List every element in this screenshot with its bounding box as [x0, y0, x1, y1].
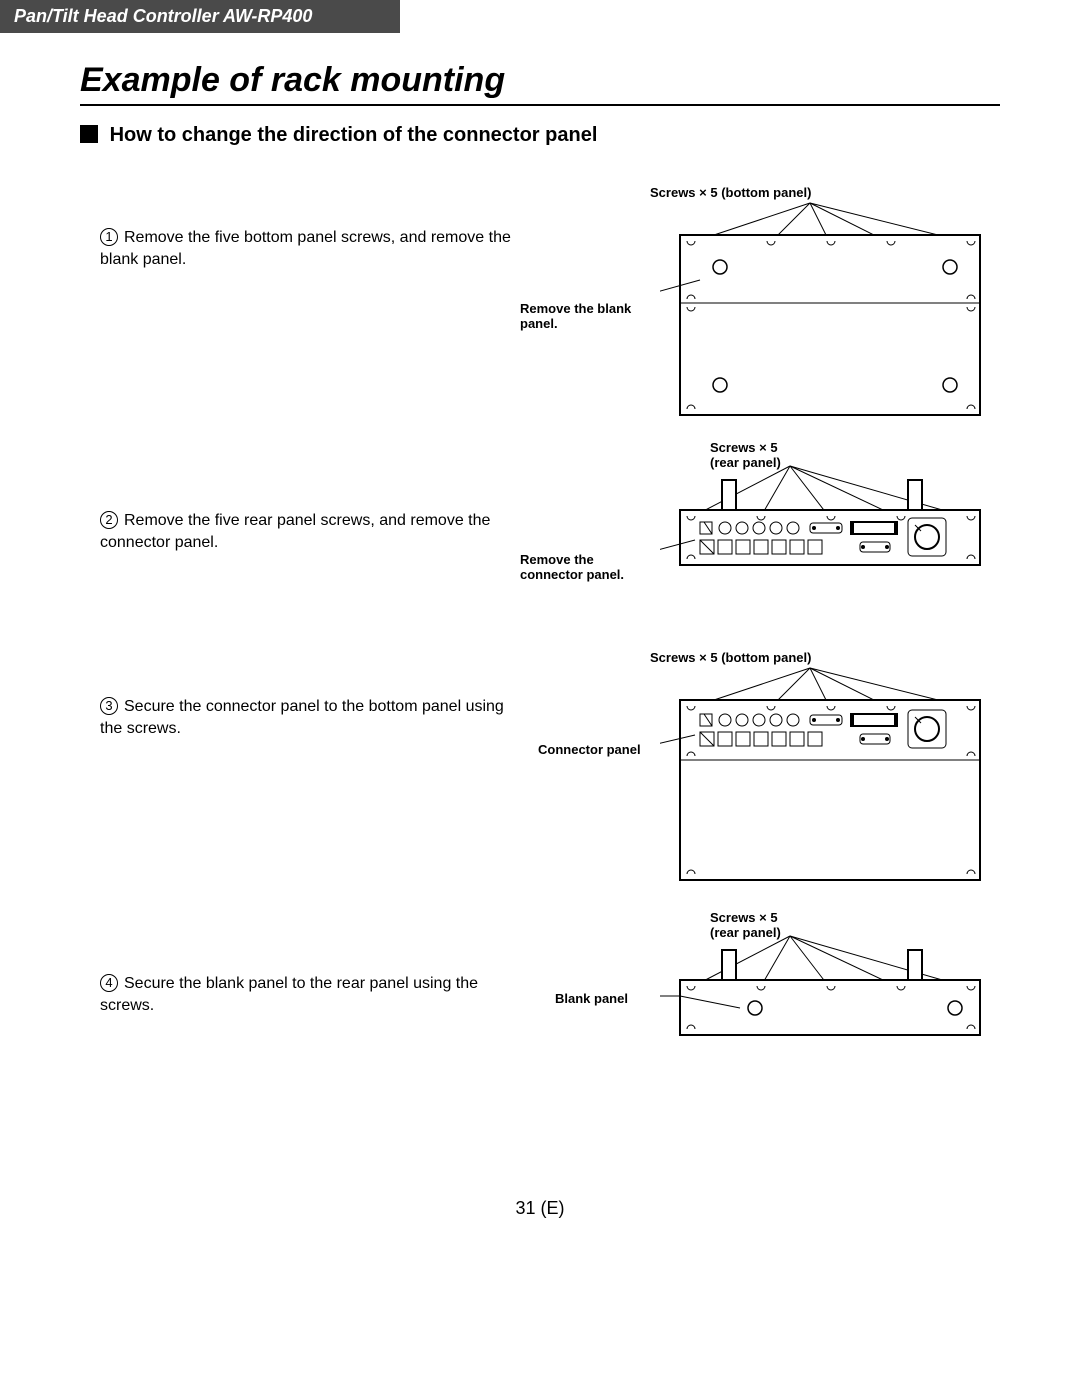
step-1-row: 1Remove the five bottom panel screws, an…: [100, 215, 1000, 435]
page-title: Example of rack mounting: [80, 61, 1080, 100]
section-heading-text: How to change the direction of the conne…: [110, 124, 598, 146]
section-heading: How to change the direction of the conne…: [80, 124, 1080, 147]
label-screws-rear-1-l1: Screws × 5: [710, 440, 778, 455]
diagram-4: [660, 930, 1000, 1070]
step-1-number: 1: [100, 228, 118, 246]
label-screws-rear-2-l1: Screws × 5: [710, 910, 778, 925]
step-2-row: 2Remove the five rear panel screws, and …: [100, 490, 1000, 650]
label-remove-blank-l1: Remove the blank: [520, 301, 631, 316]
step-4-text: 4Secure the blank panel to the rear pane…: [100, 973, 520, 1016]
step-1-body: Remove the five bottom panel screws, and…: [100, 229, 511, 268]
label-remove-conn-l1: Remove the: [520, 552, 594, 567]
step-3-number: 3: [100, 697, 118, 715]
step-4-number: 4: [100, 974, 118, 992]
label-remove-blank-l2: panel.: [520, 316, 558, 331]
label-remove-blank: Remove the blank panel.: [520, 301, 631, 331]
step-3-body: Secure the connector panel to the bottom…: [100, 698, 504, 737]
step-4-row: 4Secure the blank panel to the rear pane…: [100, 955, 1000, 1115]
square-bullet-icon: [80, 125, 98, 143]
step-2-body: Remove the five rear panel screws, and r…: [100, 512, 490, 551]
label-connector-panel: Connector panel: [538, 742, 641, 757]
diagram-2: [660, 460, 1000, 600]
step-3-row: 3Secure the connector panel to the botto…: [100, 680, 1000, 920]
label-remove-conn: Remove the connector panel.: [520, 552, 624, 582]
diagram-3: [660, 660, 1000, 890]
step-4-body: Secure the blank panel to the rear panel…: [100, 975, 478, 1014]
title-rule: [80, 104, 1000, 106]
label-blank-panel: Blank panel: [555, 991, 628, 1006]
step-2-text: 2Remove the five rear panel screws, and …: [100, 510, 520, 553]
diagram-1: [660, 195, 1000, 425]
step-2-number: 2: [100, 511, 118, 529]
page-number: 31 (E): [0, 1198, 1080, 1219]
step-1-text: 1Remove the five bottom panel screws, an…: [100, 227, 520, 270]
header-bar: Pan/Tilt Head Controller AW-RP400: [0, 0, 400, 33]
label-remove-conn-l2: connector panel.: [520, 567, 624, 582]
step-3-text: 3Secure the connector panel to the botto…: [100, 696, 520, 739]
